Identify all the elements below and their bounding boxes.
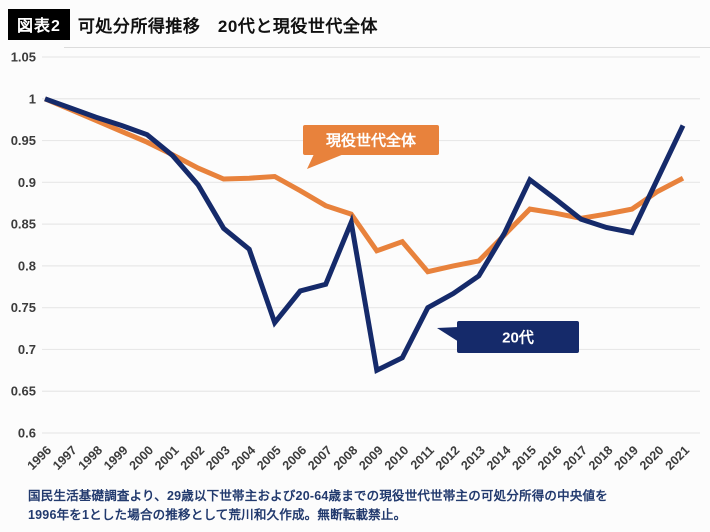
x-tick-label: 1997 bbox=[50, 443, 80, 473]
x-tick-label: 2002 bbox=[178, 443, 208, 473]
x-tick-label: 2010 bbox=[382, 443, 412, 473]
header: 図表2 可処分所得推移 20代と現役世代全体 bbox=[8, 9, 378, 40]
callout-tail bbox=[307, 154, 344, 169]
x-tick-label: 2015 bbox=[509, 443, 539, 473]
x-tick-label: 2003 bbox=[203, 443, 233, 473]
x-tick-label: 2014 bbox=[484, 443, 514, 473]
page-title: 可処分所得推移 20代と現役世代全体 bbox=[77, 17, 378, 36]
source-caption: 国民生活基礎調査より、29歳以下世帯主および20-64歳までの現役世代世帯主の可… bbox=[28, 487, 696, 526]
x-tick-label: 2001 bbox=[152, 443, 182, 473]
x-tick-label: 2017 bbox=[560, 443, 590, 473]
series-line-0 bbox=[44, 96, 685, 275]
x-tick-label: 2020 bbox=[637, 443, 667, 473]
callout-box bbox=[457, 321, 579, 353]
series-line-1 bbox=[44, 96, 686, 375]
y-tick-label: 0.7 bbox=[18, 342, 36, 357]
x-tick-label: 2011 bbox=[408, 443, 437, 472]
y-tick-label: 0.6 bbox=[18, 426, 36, 441]
header-divider bbox=[64, 47, 710, 48]
callout-label: 現役世代全体 bbox=[326, 132, 417, 150]
x-tick-label: 2019 bbox=[612, 443, 642, 473]
x-tick-label: 2018 bbox=[586, 443, 616, 473]
x-tick-label: 2000 bbox=[127, 443, 157, 473]
x-tick-label: 2005 bbox=[254, 443, 284, 473]
x-tick-label: 1998 bbox=[76, 443, 106, 473]
x-tick-label: 1996 bbox=[25, 443, 55, 473]
x-tick-label: 2016 bbox=[535, 443, 565, 473]
x-tick-label: 2006 bbox=[280, 443, 310, 473]
callout-tail bbox=[437, 327, 459, 342]
caption-line: 1996年を1とした場合の推移として荒川和久作成。無断転載禁止。 bbox=[28, 508, 407, 523]
y-tick-label: 0.9 bbox=[18, 175, 36, 190]
x-tick-label: 2008 bbox=[331, 443, 361, 473]
callout-label: 20代 bbox=[502, 329, 534, 347]
y-tick-label: 1 bbox=[29, 91, 36, 106]
x-tick-label: 1999 bbox=[101, 443, 131, 473]
x-tick-label: 2012 bbox=[433, 443, 463, 473]
x-tick-label: 2007 bbox=[305, 443, 335, 473]
x-tick-label: 2013 bbox=[458, 443, 488, 473]
y-tick-label: 0.75 bbox=[11, 300, 36, 315]
callout-box bbox=[303, 125, 439, 155]
x-tick-label: 2021 bbox=[663, 443, 693, 473]
figure-number-badge: 図表2 bbox=[8, 9, 70, 40]
y-tick-label: 0.85 bbox=[11, 217, 36, 232]
y-tick-label: 0.8 bbox=[18, 258, 36, 273]
x-tick-label: 2009 bbox=[356, 443, 386, 473]
y-tick-label: 0.95 bbox=[11, 133, 36, 148]
caption-line: 国民生活基礎調査より、29歳以下世帯主および20-64歳までの現役世代世帯主の可… bbox=[28, 489, 608, 503]
x-tick-label: 2004 bbox=[229, 443, 259, 473]
y-tick-label: 0.65 bbox=[11, 384, 36, 399]
line-chart: 1.0510.950.90.850.80.750.70.650.61996199… bbox=[11, 50, 700, 473]
y-tick-label: 1.05 bbox=[11, 50, 36, 65]
